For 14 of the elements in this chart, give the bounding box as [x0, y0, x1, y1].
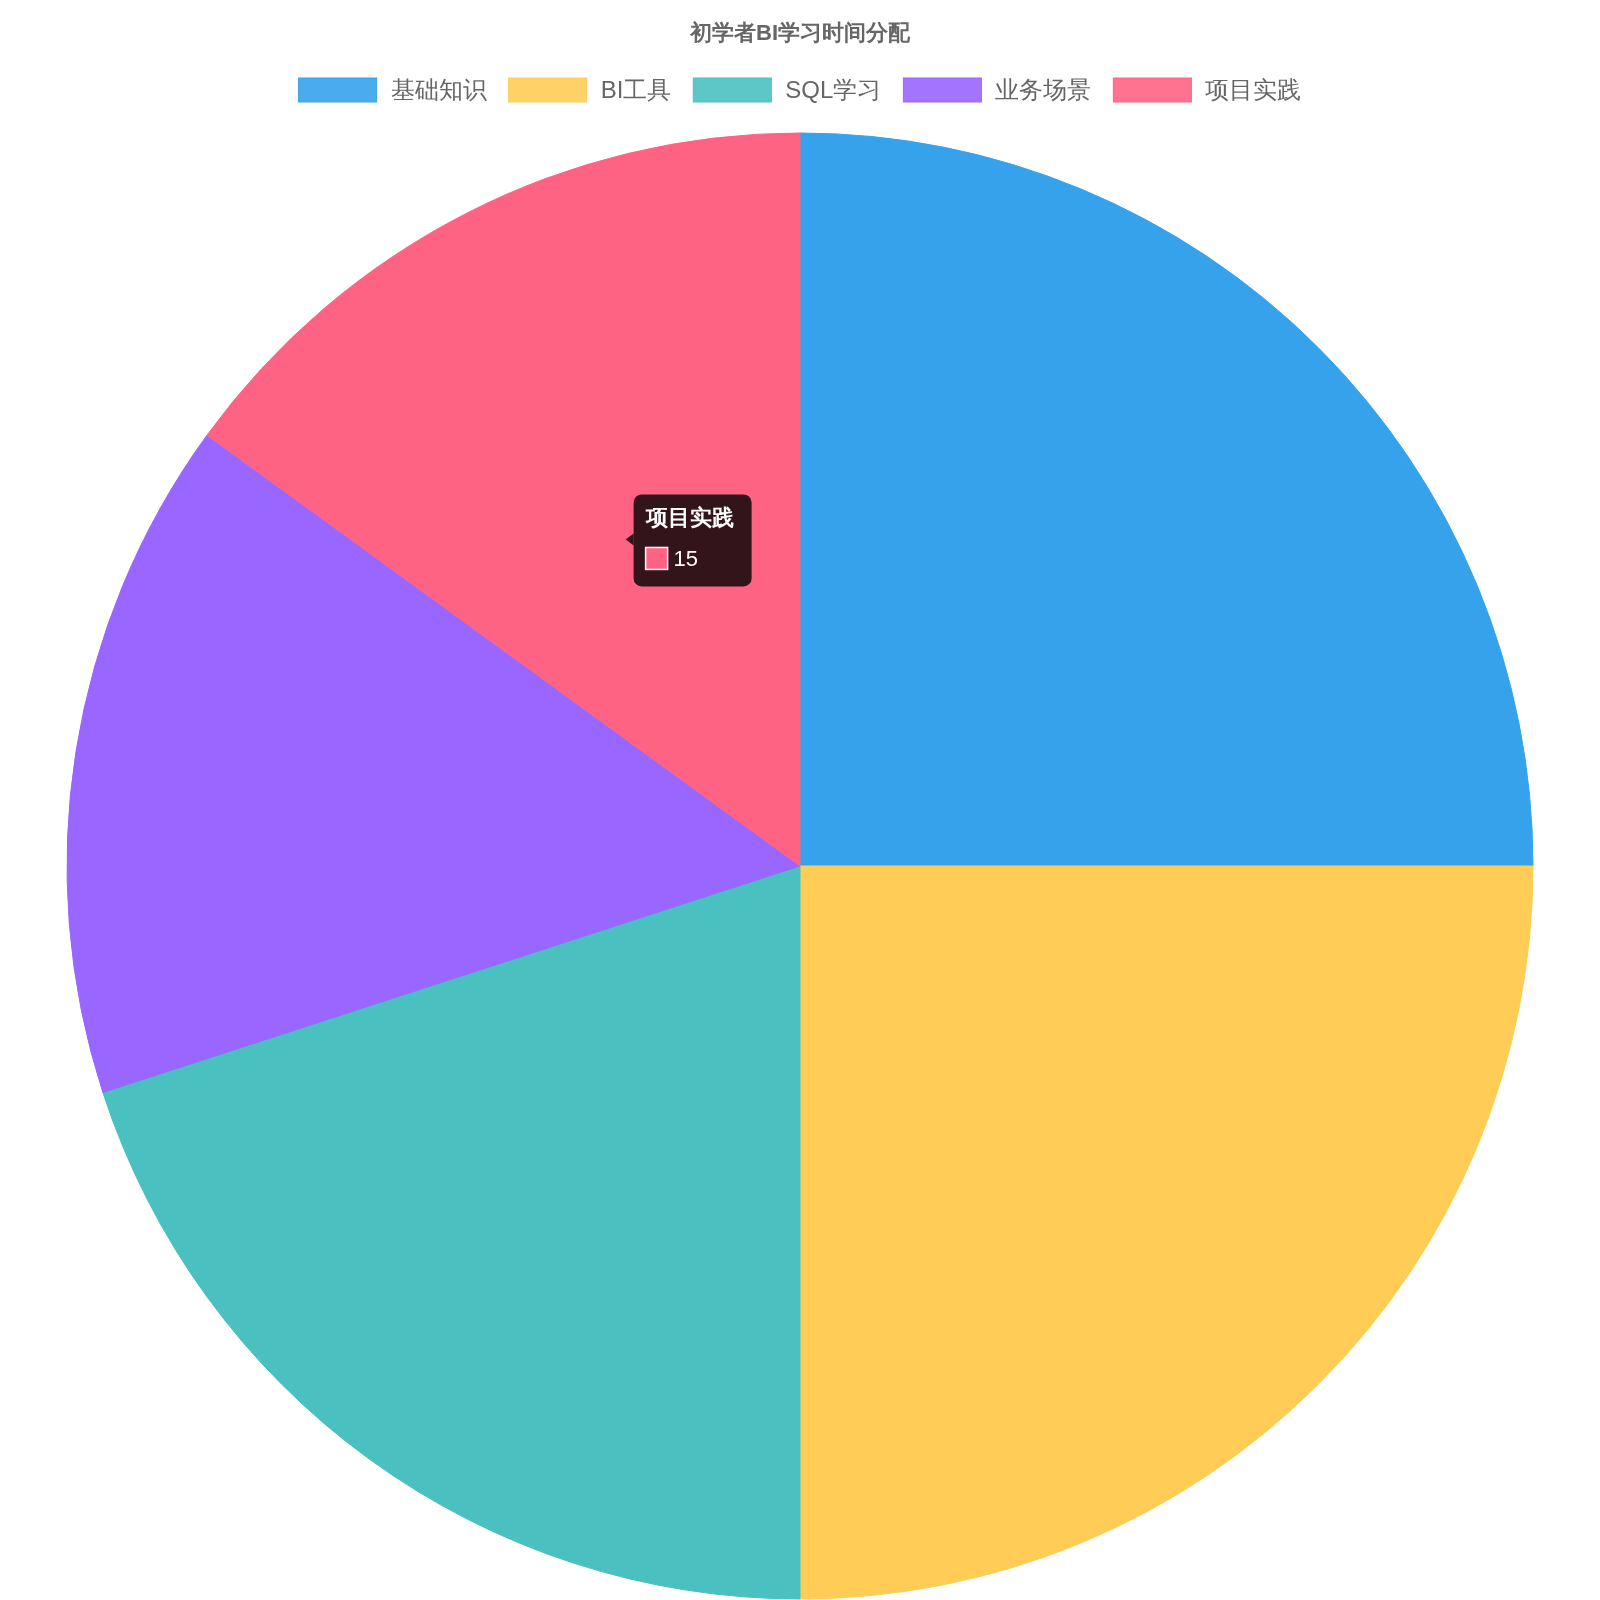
picture-tooltip: 项目实践 15 — [625, 494, 752, 587]
legend-label: 项目实践 — [1205, 76, 1302, 103]
pie-slice — [799, 865, 1534, 1600]
pie-slice — [67, 434, 801, 1094]
legend-label: SQL学习 — [785, 76, 882, 103]
data-label: 15 — [673, 546, 699, 572]
pie-slice — [102, 865, 801, 1600]
chart-title: 初学者BI学习时间分配 — [689, 20, 911, 45]
pie-slice — [206, 132, 801, 867]
pie-slice — [799, 132, 1534, 867]
legend-label: BI工具 — [600, 76, 672, 103]
slice-label: 项目实践 — [644, 505, 734, 531]
legend-label: 业务场景 — [995, 76, 1092, 103]
legend-label: 基础知识 — [390, 76, 487, 103]
